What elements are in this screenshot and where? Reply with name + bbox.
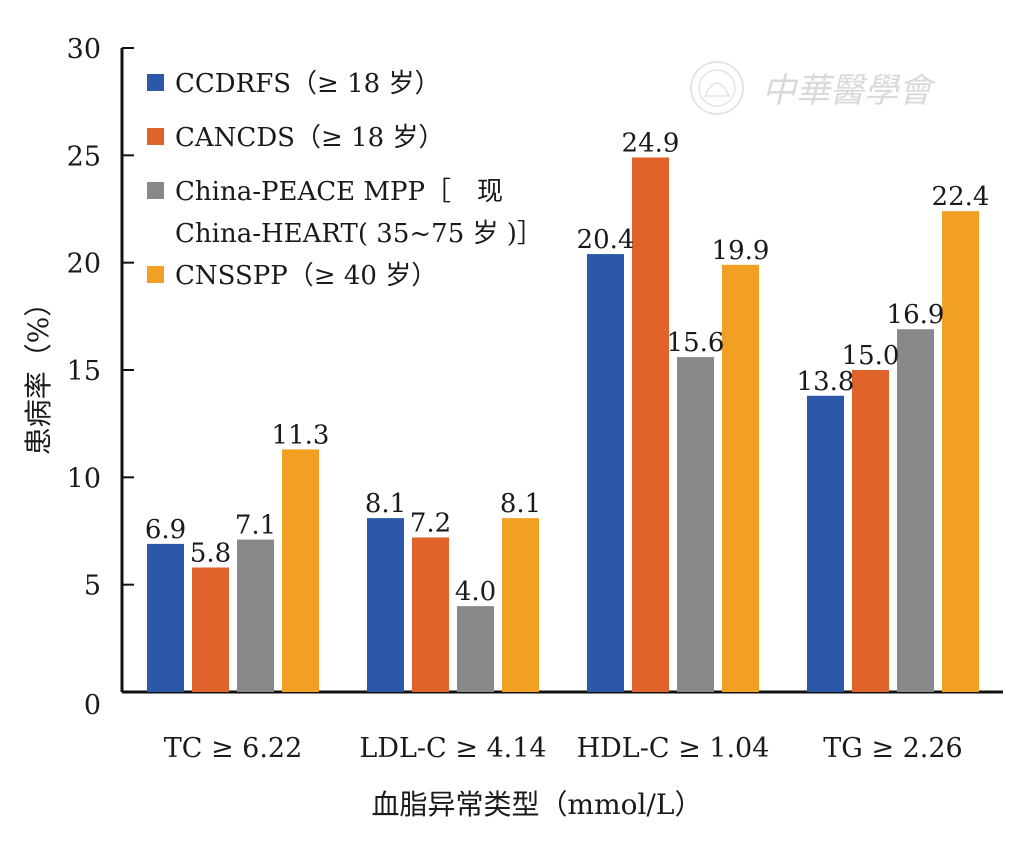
bars	[147, 157, 979, 693]
data-label: 8.1	[500, 489, 541, 519]
legend-label: China-HEART( 35~75 岁 )］	[175, 219, 543, 249]
x-tick-label: TG ≥ 2.26	[823, 733, 962, 764]
legend-swatch	[147, 74, 164, 91]
legend-label: CCDRFS（≥ 18 岁）	[175, 69, 440, 99]
bar	[412, 537, 449, 692]
data-label: 15.0	[842, 341, 900, 371]
data-label: 7.2	[410, 508, 451, 538]
data-label: 4.0	[455, 577, 496, 607]
bar	[677, 357, 714, 692]
bar	[147, 543, 184, 692]
y-tick-label: 20	[67, 249, 101, 280]
y-tick-label: 15	[67, 356, 101, 387]
watermark-text: 中華醫學會	[762, 71, 937, 111]
bar	[807, 395, 844, 692]
data-labels: 6.95.87.111.38.17.24.08.120.424.915.619.…	[145, 128, 990, 607]
bar	[897, 329, 934, 692]
data-label: 5.8	[190, 538, 231, 568]
bar	[457, 606, 494, 692]
data-label: 19.9	[712, 236, 770, 266]
legend-label: China-PEACE MPP［ 现	[175, 177, 503, 207]
watermark-logo	[690, 61, 744, 115]
legend: CCDRFS（≥ 18 岁） CANCDS（≥ 18 岁） China-PEACE …	[147, 69, 543, 291]
bar	[942, 211, 979, 692]
data-label: 11.3	[272, 420, 330, 450]
data-label: 13.8	[797, 367, 855, 397]
bar	[502, 518, 539, 692]
legend-swatch	[147, 266, 164, 283]
x-tick-label: HDL-C ≥ 1.04	[577, 733, 770, 764]
x-tick-label: TC ≥ 6.22	[164, 733, 303, 764]
bar	[852, 370, 889, 692]
x-tick-label: LDL-C ≥ 4.14	[359, 733, 546, 764]
bar	[632, 157, 669, 693]
bar	[282, 449, 319, 692]
data-label: 22.4	[932, 182, 990, 212]
x-axis-title: 血脂异常类型（mmol/L）	[372, 788, 703, 821]
y-tick-label: 5	[84, 571, 101, 602]
bar	[722, 264, 759, 692]
data-label: 6.9	[145, 515, 186, 545]
data-label: 16.9	[887, 300, 945, 330]
y-tick-label: 30	[67, 34, 101, 65]
y-axis-title: 患病率（%）	[22, 289, 55, 456]
legend-swatch	[147, 182, 164, 199]
legend-label: CNSSPP（≥ 40 岁）	[175, 261, 437, 291]
data-label: 20.4	[577, 225, 635, 255]
y-tick-label: 25	[67, 141, 101, 172]
legend-swatch	[147, 128, 164, 145]
y-tick-label: 10	[67, 463, 101, 494]
data-label: 15.6	[667, 328, 725, 358]
axes: 0 5 10 15 20 25 30 患病率（%） 血脂异常类型（mmol/L） TC ≥ 6.2…	[22, 34, 1003, 821]
data-label: 7.1	[235, 511, 276, 541]
bar	[192, 567, 229, 692]
y-tick-label: 0	[84, 690, 101, 721]
bar	[367, 518, 404, 692]
bar	[587, 254, 624, 692]
data-label: 8.1	[365, 489, 406, 519]
bar	[237, 539, 274, 692]
data-label: 24.9	[622, 128, 680, 158]
legend-label: CANCDS（≥ 18 岁）	[175, 123, 444, 153]
